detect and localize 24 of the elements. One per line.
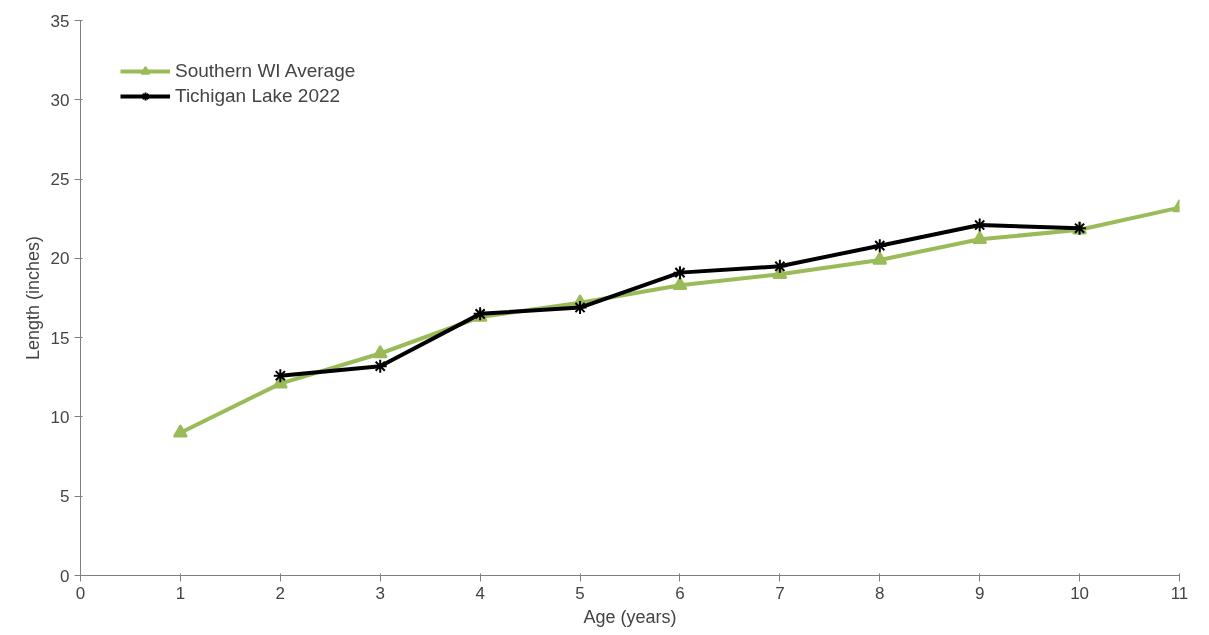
- x-tick-label: 4: [475, 583, 485, 603]
- x-tick-label: 6: [675, 583, 685, 603]
- x-tick-label: 10: [1070, 583, 1090, 603]
- x-tick-label: 5: [575, 583, 585, 603]
- x-tick-label: 0: [75, 583, 86, 603]
- x-tick-label: 7: [775, 583, 785, 603]
- y-tick-label: 15: [50, 328, 70, 348]
- y-tick-label: 35: [50, 11, 70, 31]
- y-tick-label: 0: [60, 566, 70, 586]
- legend-label: Tichigan Lake 2022: [175, 85, 341, 107]
- y-tick-label: 30: [50, 90, 70, 110]
- x-tick-label: 8: [875, 583, 885, 603]
- y-axis-title: Length (inches): [22, 235, 43, 361]
- y-tick-label: 10: [50, 407, 70, 427]
- y-tick-label: 25: [50, 170, 70, 190]
- x-tick-label: 1: [175, 583, 186, 603]
- x-tick-label: 3: [375, 583, 385, 603]
- legend-label: Southern WI Average: [175, 60, 356, 82]
- y-tick-label: 5: [60, 487, 70, 507]
- x-tick-label: 11: [1170, 583, 1189, 603]
- x-axis-title: Age (years): [583, 606, 677, 627]
- x-tick-label: 9: [974, 583, 985, 603]
- y-tick-label: 20: [50, 249, 70, 269]
- x-tick-label: 2: [275, 583, 286, 603]
